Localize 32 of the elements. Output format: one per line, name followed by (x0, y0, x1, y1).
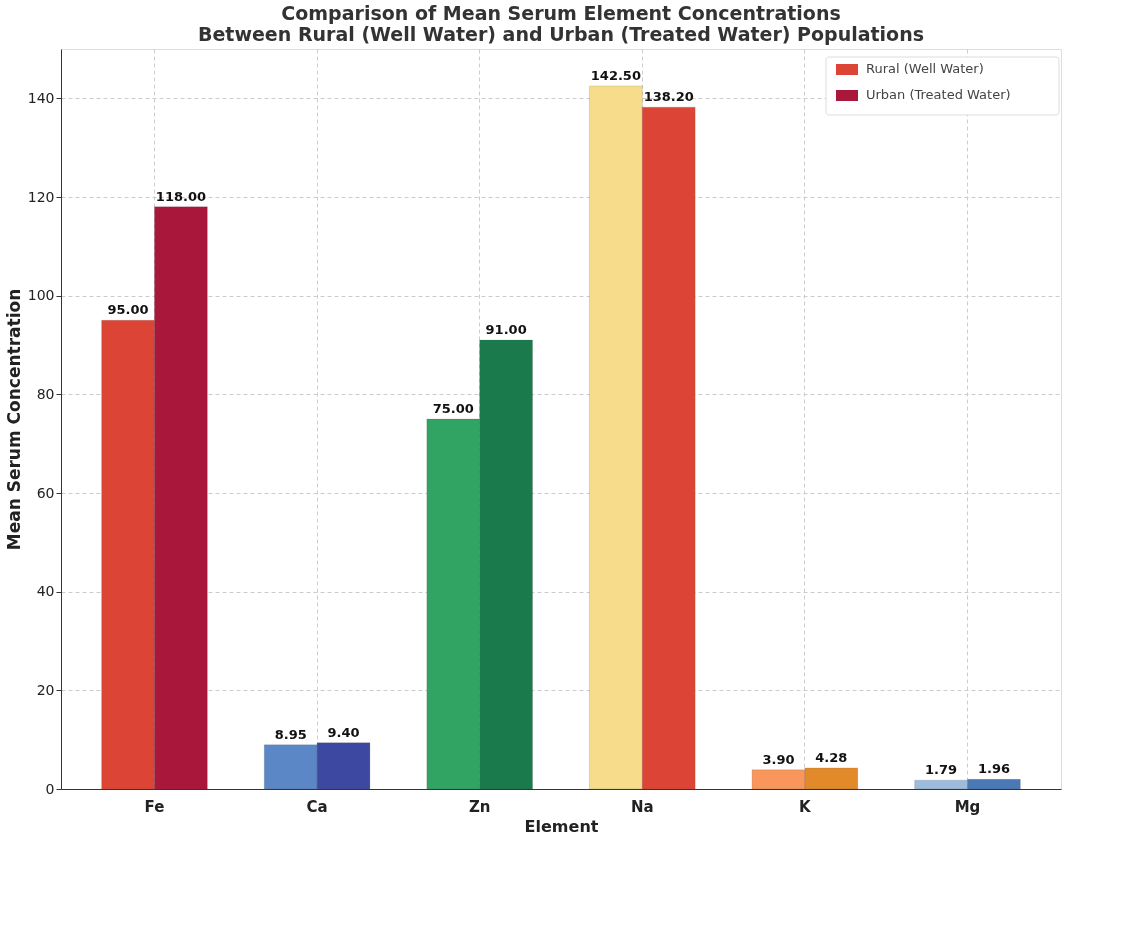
data-label: 95.00 (107, 302, 149, 318)
x-tick-label: Fe (144, 797, 165, 816)
y-tick-label: 140 (27, 89, 55, 106)
legend-label: Urban (Treated Water) (866, 87, 1011, 102)
text: Comparison of Mean Serum Element Concentrations (281, 2, 841, 24)
y-tick-label: 40 (36, 583, 55, 600)
text: Between Rural (Well Water) and Urban (Treated Water) Populations (197, 23, 925, 45)
x-tick-label: Na (630, 797, 654, 816)
x-tick-label: Mg (954, 797, 981, 816)
x-tick-label: Ca (306, 797, 328, 816)
y-axis-title: Mean Serum Concentration (3, 288, 24, 551)
data-label: 91.00 (485, 322, 527, 338)
data-label: 8.95 (274, 726, 307, 742)
y-tick-label: 20 (36, 681, 55, 698)
data-label: 118.00 (155, 188, 206, 204)
y-tick-label: 120 (27, 188, 55, 205)
data-label: 1.79 (925, 762, 958, 778)
data-label: 3.90 (762, 751, 795, 767)
data-label: 75.00 (432, 401, 474, 416)
y-tick-label: 0 (45, 780, 55, 797)
data-label: 142.50 (590, 68, 641, 83)
x-axis-title: Element (524, 816, 599, 836)
y-tick-label: 100 (27, 287, 55, 304)
data-label: 4.28 (815, 749, 848, 765)
data-label: 1.96 (977, 761, 1010, 777)
data-label: 138.20 (643, 89, 694, 105)
y-tick-label: 80 (36, 385, 55, 402)
x-tick-label: Zn (468, 797, 491, 816)
legend-label: Rural (Well Water) (866, 61, 984, 76)
y-tick-label: 60 (36, 484, 55, 501)
x-tick-label: K (799, 797, 813, 816)
data-label: 9.40 (327, 724, 360, 740)
